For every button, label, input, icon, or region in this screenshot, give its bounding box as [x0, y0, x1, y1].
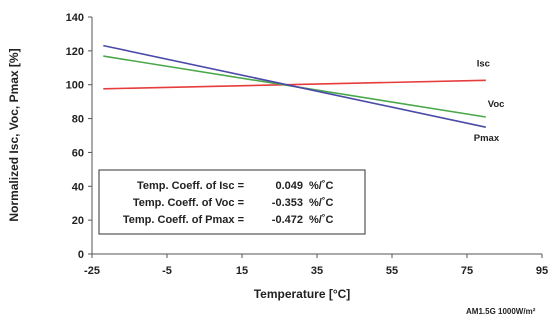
x-tick-label: 95 — [536, 265, 548, 277]
series-labels: Isc Voc Pmax — [474, 58, 505, 144]
x-tick-label: 55 — [386, 265, 398, 277]
x-tick-label: 15 — [236, 265, 248, 277]
coefficient-box-frame — [98, 169, 366, 235]
coeff-value: 0.049 — [275, 180, 303, 192]
series-label-voc: Voc — [488, 99, 505, 110]
coeff-unit: %/˚C — [309, 180, 334, 192]
coeff-value: -0.472 — [272, 214, 303, 226]
coeff-label: Temp. Coeff. of Pmax = — [123, 214, 244, 226]
coefficient-box: Temp. Coeff. of Isc = 0.049 %/˚C Temp. Coef… — [98, 169, 366, 235]
y-tick-label: 0 — [78, 249, 84, 261]
series-label-pmax: Pmax — [474, 133, 500, 144]
coeff-unit: %/˚C — [309, 214, 334, 226]
series-line-pmax — [103, 44, 486, 128]
coeff-unit: %/˚C — [309, 197, 334, 209]
illumination-note: AM1.5G 1000W/m² — [466, 307, 536, 316]
x-axis-title: Temperature [°C] — [254, 287, 351, 301]
x-tick-label: -25 — [84, 265, 100, 277]
y-tick-label: 80 — [72, 114, 84, 126]
coeff-label: Temp. Coeff. of Isc = — [137, 180, 244, 192]
y-tick-label: 140 — [66, 12, 84, 24]
coeff-value: -0.353 — [272, 197, 303, 209]
series-group — [103, 44, 486, 128]
x-tick-label: -5 — [162, 265, 172, 277]
y-tick-label: 20 — [72, 215, 84, 227]
series-line-isc — [103, 79, 486, 90]
y-tick-label: 60 — [72, 147, 84, 159]
axes: 0 20 40 60 80 100 120 140 -25 -5 15 35 55 75 95 — [66, 12, 548, 277]
y-tick-label: 100 — [66, 80, 84, 92]
y-axis-title: Normalized Isc, Voc, Pmax [%] — [7, 48, 21, 221]
y-tick-label: 40 — [72, 181, 84, 193]
x-tick-label: 35 — [311, 265, 323, 277]
y-tick-label: 120 — [66, 46, 84, 58]
coeff-label: Temp. Coeff. of Voc = — [133, 197, 244, 209]
series-label-isc: Isc — [477, 58, 490, 69]
x-tick-label: 75 — [461, 265, 473, 277]
